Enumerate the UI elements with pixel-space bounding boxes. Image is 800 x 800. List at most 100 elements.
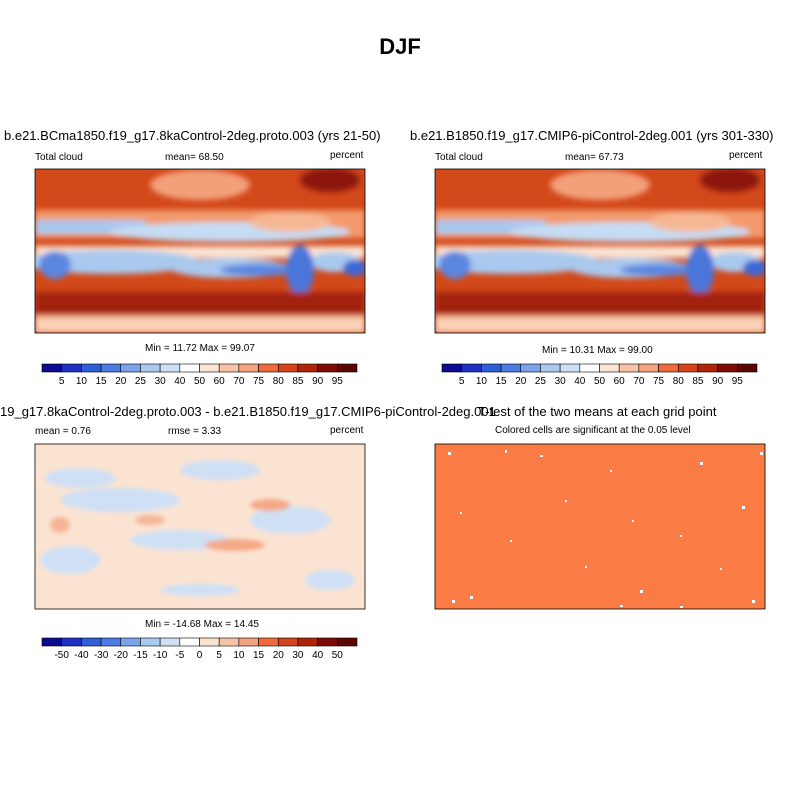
colorbar-box	[559, 363, 581, 373]
colorbar-tick-label: 85	[692, 376, 704, 387]
colorbar-tick-label: 70	[633, 376, 645, 387]
panel3-minmax: Min = -14.68 Max = 14.45	[145, 619, 259, 630]
colorbar-box	[41, 637, 62, 647]
panel4-title: T-test of the two means at each grid poi…	[478, 404, 717, 419]
panel3-colorbar: -50 -40 -30 -20 -15 -10 -5 0 5 10 15 20 30 40 50	[41, 637, 358, 661]
colorbar-tick-label: 30	[155, 376, 167, 387]
colorbar-box	[317, 363, 338, 373]
colorbar-tick-label: 15	[96, 376, 108, 387]
colorbar-box	[461, 363, 482, 373]
colorbar-box	[717, 363, 738, 373]
colorbar-box	[277, 363, 299, 373]
colorbar-box	[297, 637, 318, 647]
colorbar-box	[579, 363, 600, 373]
colorbar-tick-label: 50	[194, 376, 206, 387]
colorbar-box	[81, 637, 102, 647]
colorbar-tick-label: 25	[535, 376, 547, 387]
colorbar-box	[100, 637, 122, 647]
colorbar-tick-label: 20	[515, 376, 527, 387]
colorbar-tick-label: 10	[76, 376, 88, 387]
colorbar-box	[441, 363, 462, 373]
colorbar-tick-label: 0	[197, 650, 203, 661]
panel3-title: 19_g17.8kaControl-2deg.proto.003 - b.e21…	[0, 404, 496, 419]
colorbar-box	[120, 363, 141, 373]
colorbar-box	[41, 363, 62, 373]
colorbar-box	[120, 637, 141, 647]
panel3-rmse-label: rmse = 3.33	[168, 426, 222, 437]
colorbar-box	[159, 363, 181, 373]
colorbar-tick-label: 95	[332, 376, 344, 387]
colorbar-box	[337, 637, 358, 647]
colorbar-box	[258, 637, 279, 647]
colorbar-box	[677, 363, 699, 373]
colorbar-tick-label: 20	[273, 650, 285, 661]
colorbar-tick-label: 40	[312, 650, 324, 661]
colorbar-tick-label: 5	[216, 650, 222, 661]
colorbar-tick-label: 90	[712, 376, 724, 387]
panel2-minmax: Min = 10.31 Max = 99.00	[542, 345, 653, 356]
colorbar-box	[199, 363, 220, 373]
colorbar-tick-label: 85	[292, 376, 304, 387]
panel4-subtitle: Colored cells are significant at the 0.0…	[495, 425, 691, 436]
colorbar-box	[638, 363, 659, 373]
colorbar-tick-label: -40	[74, 650, 89, 661]
colorbar-tick-label: 75	[253, 376, 265, 387]
colorbar-tick-label: 80	[673, 376, 685, 387]
colorbar-tick-label: 70	[233, 376, 245, 387]
colorbar-box	[277, 637, 299, 647]
panel1-title: b.e21.BCma1850.f19_g17.8kaControl-2deg.p…	[4, 128, 381, 143]
colorbar-tick-label: -5	[175, 650, 184, 661]
colorbar-box	[61, 637, 82, 647]
panel3-mean-label: mean = 0.76	[35, 426, 91, 437]
colorbar-tick-label: 30	[555, 376, 567, 387]
colorbar-tick-label: 5	[459, 376, 465, 387]
colorbar-tick-label: -20	[114, 650, 129, 661]
colorbar-tick-label: -15	[133, 650, 148, 661]
colorbar-tick-label: 30	[292, 650, 304, 661]
colorbar-tick-label: -30	[94, 650, 109, 661]
panel1-map	[34, 168, 366, 334]
panel2-map	[434, 168, 766, 334]
colorbar-tick-label: 15	[253, 650, 265, 661]
colorbar-tick-label: 5	[59, 376, 65, 387]
colorbar-box	[238, 363, 259, 373]
colorbar-tick-label: 40	[574, 376, 586, 387]
panel1-mean-label: mean= 68.50	[165, 152, 224, 163]
colorbar-box	[317, 637, 338, 647]
panel1-colorbar: 5 10 15 20 25 30 40 50 60 70 75 80 85 90 95	[41, 363, 358, 387]
colorbar-box	[179, 637, 200, 647]
colorbar-box	[81, 363, 102, 373]
colorbar-box	[500, 363, 522, 373]
panel2-colorbar: 5 10 15 20 25 30 40 50 60 70 75 80 85 90 95	[441, 363, 758, 387]
colorbar-box	[218, 637, 240, 647]
colorbar-box	[337, 363, 358, 373]
colorbar-tick-label: 40	[174, 376, 186, 387]
colorbar-tick-label: 20	[115, 376, 127, 387]
panel3-map	[34, 443, 366, 610]
colorbar-box	[238, 637, 259, 647]
colorbar-box	[100, 363, 122, 373]
colorbar-tick-label: 95	[732, 376, 744, 387]
colorbar-box	[159, 637, 181, 647]
panel2-variable-label: Total cloud	[435, 152, 483, 163]
panel2-units-label: percent	[729, 150, 763, 161]
panel1-units-label: percent	[330, 150, 364, 161]
colorbar-box	[140, 363, 161, 373]
panel2-title: b.e21.B1850.f19_g17.CMIP6-piControl-2deg…	[410, 128, 774, 143]
panel1-variable-label: Total cloud	[35, 152, 83, 163]
figure-title: DJF	[379, 34, 421, 59]
panel4-map	[434, 443, 766, 610]
colorbar-box	[599, 363, 620, 373]
colorbar-tick-label: -10	[153, 650, 168, 661]
colorbar-tick-label: 60	[614, 376, 626, 387]
colorbar-tick-label: 50	[332, 650, 344, 661]
colorbar-box	[199, 637, 220, 647]
panel1-minmax: Min = 11.72 Max = 99.07	[145, 343, 255, 354]
colorbar-box	[258, 363, 279, 373]
colorbar-box	[618, 363, 640, 373]
colorbar-tick-label: 75	[653, 376, 665, 387]
colorbar-tick-label: -50	[54, 650, 69, 661]
colorbar-tick-label: 25	[135, 376, 147, 387]
panel3-units-label: percent	[330, 425, 364, 436]
